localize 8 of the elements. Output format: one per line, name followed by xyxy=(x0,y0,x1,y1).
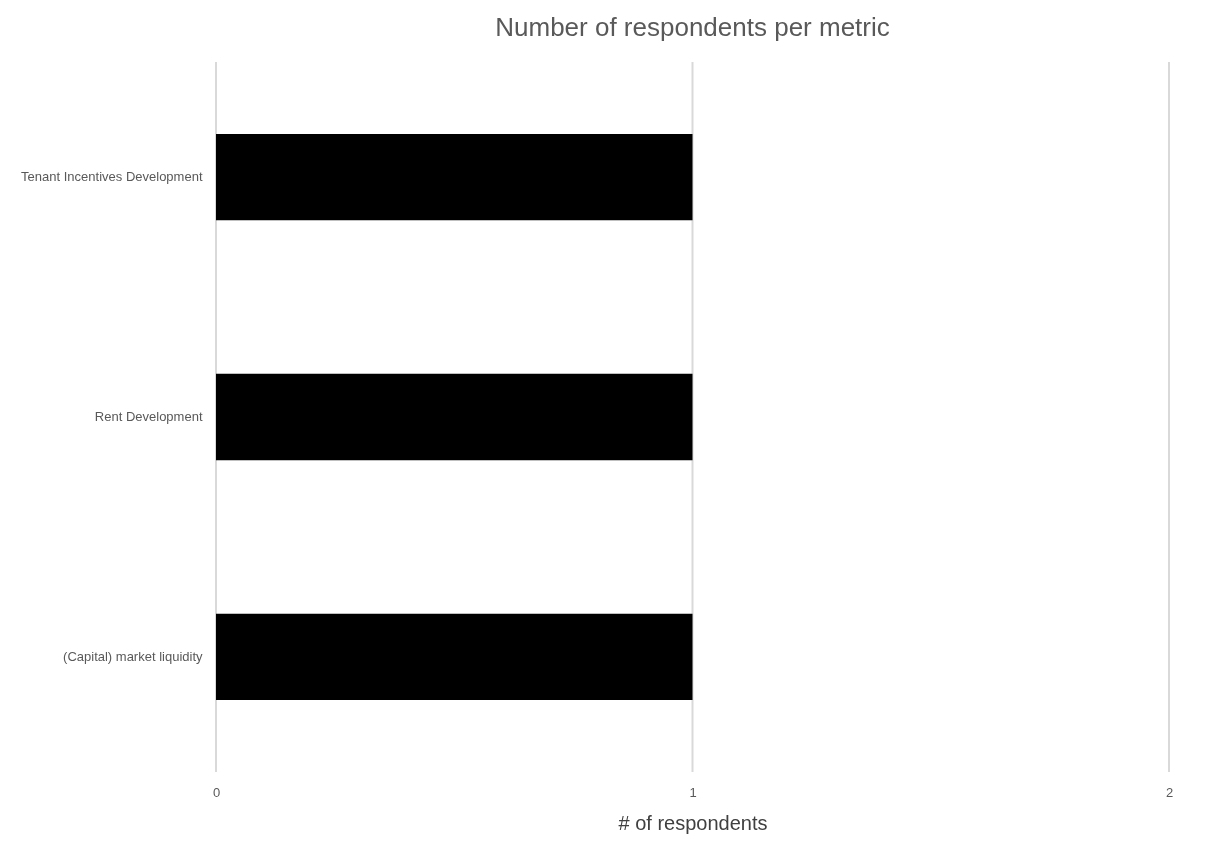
y-tick-label: (Capital) market liquidity xyxy=(63,648,203,664)
chart-title: Number of respondents per metric xyxy=(495,12,890,42)
y-tick-label: Rent Development xyxy=(94,409,203,424)
x-tick-label: 0 xyxy=(212,784,221,800)
x-tick-label: 2 xyxy=(1165,784,1174,800)
y-tick-label: Tenant Incentives Development xyxy=(21,169,203,185)
x-axis-title: # of respondents xyxy=(618,811,768,834)
x-tick-label: 1 xyxy=(689,784,697,800)
